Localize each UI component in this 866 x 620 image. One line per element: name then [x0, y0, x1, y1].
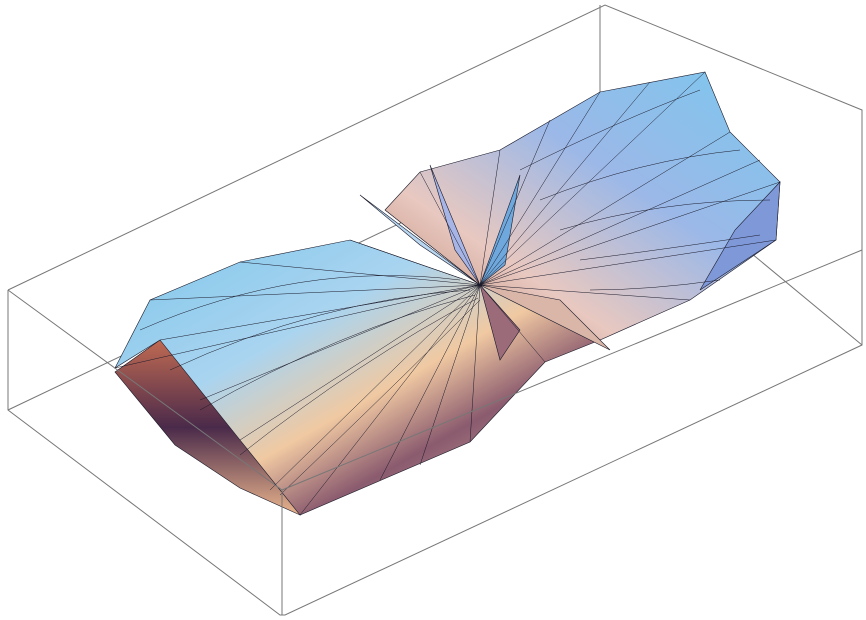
surface-patch [384, 71, 781, 341]
surface-spike [429, 164, 481, 286]
surface [114, 71, 781, 516]
surface-spike [479, 284, 611, 351]
mesh-lines [114, 71, 781, 516]
surface-spike [359, 194, 481, 286]
bounding-box-front [7, 4, 863, 616]
surface-spike [479, 174, 521, 286]
box-outline [7, 4, 863, 616]
surface-patch [114, 239, 601, 516]
surface-spike [479, 284, 521, 361]
